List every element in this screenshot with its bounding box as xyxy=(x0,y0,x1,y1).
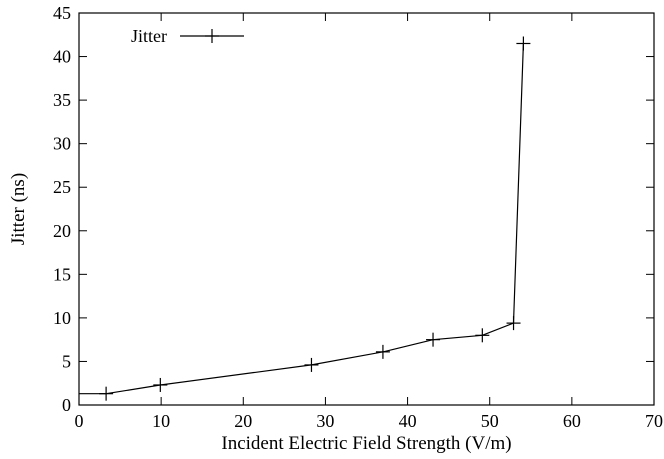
x-tick-label: 60 xyxy=(563,411,581,431)
data-point-marker xyxy=(153,377,168,392)
x-tick-label: 30 xyxy=(316,411,334,431)
data-point-marker xyxy=(475,328,490,343)
y-axis: 0 5 10 15 20 25 30 35 40 45 xyxy=(53,3,654,415)
x-axis-title: Incident Electric Field Strength (V/m) xyxy=(221,433,511,454)
series-layer xyxy=(79,36,531,401)
y-tick-label: 15 xyxy=(53,264,71,284)
plot-area-frame xyxy=(78,12,655,406)
y-axis-title: Jitter (ns) xyxy=(8,173,29,245)
y-tick-label: 0 xyxy=(62,395,71,415)
data-point-marker xyxy=(99,386,114,401)
series-line xyxy=(79,43,524,395)
data-point-marker xyxy=(506,316,521,331)
y-tick-label: 30 xyxy=(53,134,71,154)
x-tick-label: 10 xyxy=(152,411,170,431)
y-tick-label: 40 xyxy=(53,47,71,67)
x-tick-label: 50 xyxy=(481,411,499,431)
x-axis: 0 10 20 30 40 50 60 70 xyxy=(75,13,663,431)
x-tick-label: 0 xyxy=(75,411,84,431)
x-tick-label: 20 xyxy=(234,411,252,431)
x-tick-label: 70 xyxy=(645,411,663,431)
legend: Jitter xyxy=(131,26,244,46)
x-tick-label: 40 xyxy=(399,411,417,431)
data-point-marker xyxy=(304,357,319,372)
y-tick-label: 5 xyxy=(62,351,71,371)
y-tick-label: 35 xyxy=(53,90,71,110)
data-point-marker xyxy=(426,332,441,347)
y-tick-label: 10 xyxy=(53,308,71,328)
legend-label: Jitter xyxy=(131,26,167,46)
y-tick-label: 25 xyxy=(53,177,71,197)
y-tick-label: 45 xyxy=(53,3,71,23)
data-point-marker xyxy=(375,344,390,359)
y-tick-label: 20 xyxy=(53,221,71,241)
data-point-marker xyxy=(516,36,531,51)
